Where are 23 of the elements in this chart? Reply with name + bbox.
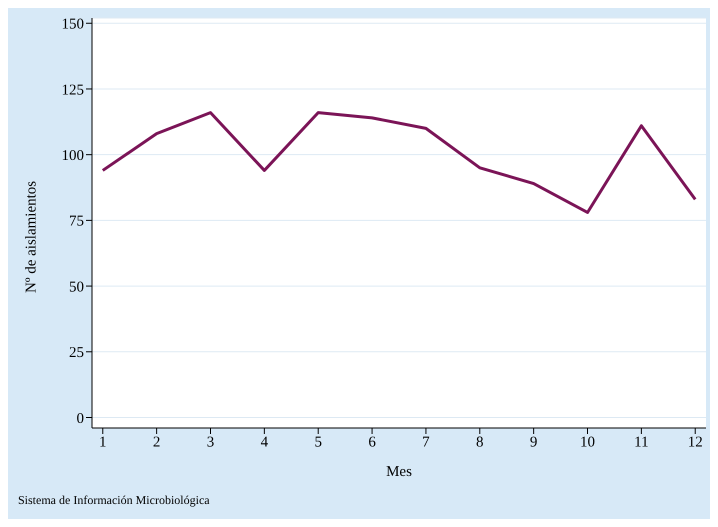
x-tick-label: 9	[530, 434, 538, 451]
x-tick-label: 6	[368, 434, 376, 451]
y-tick-label: 25	[69, 345, 84, 362]
y-tick-label: 125	[62, 82, 84, 98]
line-series	[101, 111, 697, 214]
x-tick-label: 10	[580, 434, 596, 451]
text: Sistema de Información Microbiológica	[18, 493, 210, 508]
x-tick-label: 1	[99, 434, 107, 451]
y-tick-label: 0	[76, 410, 84, 427]
x-tick-label: 4	[260, 434, 269, 451]
y-tick-label: 150	[62, 16, 84, 33]
x-tick-label: 2	[152, 434, 160, 451]
x-tick-label: 7	[422, 434, 430, 451]
x-tick-label: 3	[206, 434, 214, 451]
x-tick-label: 11	[634, 434, 649, 451]
y-axis-title: Nº de aislamientos	[23, 180, 40, 293]
x-tick-label: 8	[476, 434, 484, 451]
y-tick-label: 100	[62, 148, 84, 164]
x-tick-label: 12	[688, 434, 703, 451]
y-tick-label: 50	[69, 279, 84, 296]
x-tick-label: 5	[314, 434, 322, 451]
y-tick-label: 75	[69, 214, 84, 230]
x-axis-title: Mes	[386, 464, 412, 480]
